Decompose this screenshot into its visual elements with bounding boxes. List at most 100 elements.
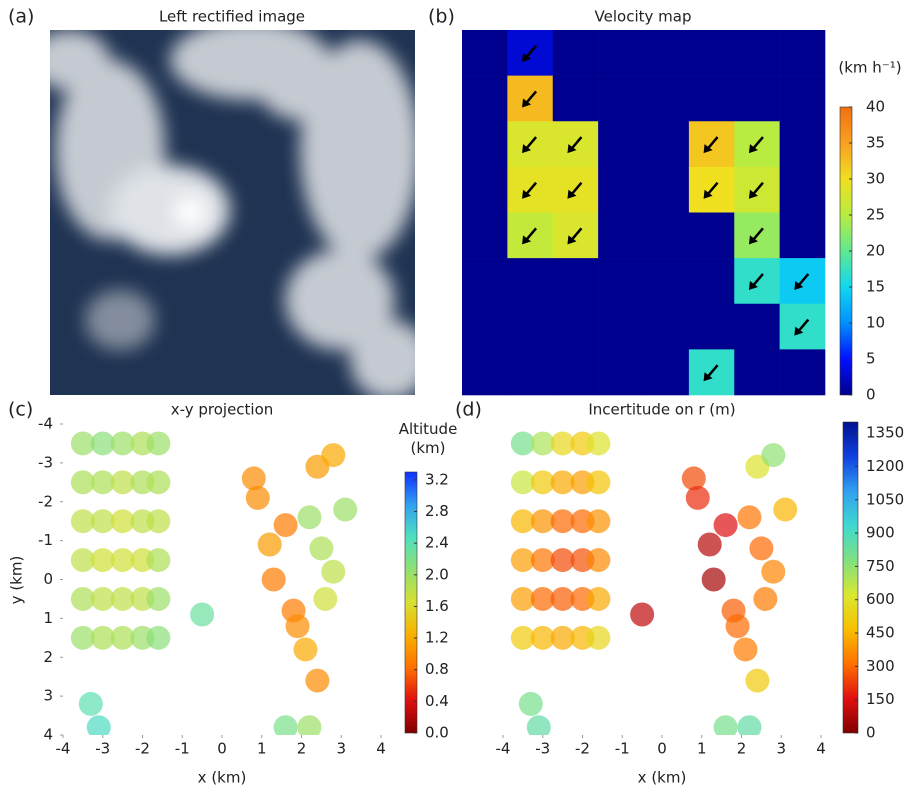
heat-cell bbox=[507, 258, 553, 304]
x-tick-label: 2 bbox=[737, 740, 747, 758]
x-tick-label: 0 bbox=[217, 740, 227, 758]
colorbar-tick-label: 0 bbox=[866, 386, 876, 404]
heat-cell bbox=[689, 30, 735, 76]
colorbar-tick-label: 0.0 bbox=[425, 724, 449, 742]
colorbar-tick-label: 20 bbox=[866, 242, 885, 260]
x-tick-label: -2 bbox=[135, 740, 150, 758]
colorbar-tick-label: 30 bbox=[866, 170, 885, 188]
point bbox=[309, 536, 333, 560]
x-tick-label: 4 bbox=[376, 740, 386, 758]
colorbar-label-text: Altitude (km) bbox=[392, 420, 464, 458]
panel-title: Incertitude on r (m) bbox=[588, 401, 735, 419]
point bbox=[726, 614, 750, 638]
colorbar-tick-label: 2.8 bbox=[425, 502, 449, 520]
point bbox=[293, 637, 317, 661]
x-tick-label: -4 bbox=[496, 740, 511, 758]
figure: Left rectified image(a)0510152025303540(… bbox=[0, 0, 912, 793]
x-axis-label: x (km) bbox=[198, 769, 247, 787]
panel-label: (c) bbox=[8, 399, 33, 421]
x-tick-label: -4 bbox=[56, 740, 71, 758]
heat-cell bbox=[689, 304, 735, 350]
x-tick-label: 1 bbox=[697, 740, 707, 758]
colorbar-tick-label: 2.0 bbox=[425, 565, 449, 583]
colorbar-tick-label: 5 bbox=[866, 350, 876, 368]
heat-cell bbox=[644, 349, 690, 395]
colorbar-tick-label: 1350 bbox=[866, 424, 904, 442]
heat-cell bbox=[462, 76, 508, 122]
points bbox=[71, 431, 357, 739]
x-tick-label: 1 bbox=[257, 740, 267, 758]
colorbar-tick-label: 25 bbox=[866, 206, 885, 224]
heat-cell bbox=[689, 258, 735, 304]
point bbox=[586, 509, 610, 533]
points bbox=[511, 431, 797, 739]
heat-cell bbox=[644, 76, 690, 122]
point bbox=[702, 568, 726, 592]
point bbox=[761, 560, 785, 584]
colorbar-tick-label: 2.4 bbox=[425, 534, 449, 552]
heat-cell bbox=[462, 349, 508, 395]
point bbox=[527, 715, 551, 739]
colorbar-tick-label: 1.6 bbox=[425, 597, 449, 615]
heat-cell bbox=[462, 258, 508, 304]
heat-cell bbox=[689, 76, 735, 122]
point bbox=[753, 587, 777, 611]
heat-cell bbox=[507, 349, 553, 395]
heat-cell bbox=[553, 258, 599, 304]
heat-cell bbox=[553, 76, 599, 122]
heat-cell bbox=[553, 304, 599, 350]
heat-cell bbox=[734, 304, 780, 350]
heat-cell bbox=[780, 349, 826, 395]
panel-title: Left rectified image bbox=[159, 8, 305, 26]
y-tick-label: 1 bbox=[43, 609, 53, 627]
x-tick-label: -3 bbox=[535, 740, 550, 758]
point bbox=[737, 505, 761, 529]
heat-cell bbox=[734, 76, 780, 122]
point bbox=[586, 587, 610, 611]
point bbox=[146, 470, 170, 494]
y-tick-label: 4 bbox=[43, 726, 53, 744]
point bbox=[733, 637, 757, 661]
x-tick-label: -2 bbox=[575, 740, 590, 758]
y-tick-label: -3 bbox=[38, 453, 53, 471]
panel-label: (b) bbox=[428, 6, 455, 28]
point bbox=[519, 692, 543, 716]
x-axis-label: x (km) bbox=[638, 769, 687, 787]
colorbar-tick-label: 1200 bbox=[866, 457, 904, 475]
colorbar-tick-label: 300 bbox=[866, 657, 895, 675]
point bbox=[146, 587, 170, 611]
colorbar-tick-label: 0.4 bbox=[425, 692, 449, 710]
colorbar-tick-label: 0 bbox=[866, 724, 876, 742]
panel-title: Velocity map bbox=[595, 8, 692, 26]
heat-cell bbox=[553, 349, 599, 395]
point bbox=[630, 602, 654, 626]
x-tick-label: -3 bbox=[95, 740, 110, 758]
heat-cell bbox=[644, 258, 690, 304]
point bbox=[246, 486, 270, 510]
point bbox=[146, 548, 170, 572]
heat-cell bbox=[462, 213, 508, 259]
heat-cell bbox=[553, 30, 599, 76]
x-tick-label: 4 bbox=[816, 740, 826, 758]
colorbar-tick-label: 150 bbox=[866, 690, 895, 708]
heat-cell bbox=[598, 76, 644, 122]
heat-cell bbox=[734, 30, 780, 76]
point bbox=[297, 505, 321, 529]
x-tick-label: 0 bbox=[657, 740, 667, 758]
point bbox=[745, 669, 769, 693]
colorbar-tick-label: 450 bbox=[866, 624, 895, 642]
point bbox=[262, 568, 286, 592]
colorbar-tick-label: 1050 bbox=[866, 490, 904, 508]
point bbox=[321, 560, 345, 584]
y-tick-label: -2 bbox=[38, 492, 53, 510]
x-tick-label: 3 bbox=[776, 740, 786, 758]
heat-cell bbox=[598, 167, 644, 213]
heat-cell bbox=[598, 349, 644, 395]
heat-cell bbox=[507, 304, 553, 350]
heat-cell bbox=[598, 121, 644, 167]
colorbar-tick-label: 15 bbox=[866, 278, 885, 296]
point bbox=[146, 509, 170, 533]
colorbar bbox=[843, 422, 858, 733]
point bbox=[586, 548, 610, 572]
point bbox=[749, 536, 773, 560]
